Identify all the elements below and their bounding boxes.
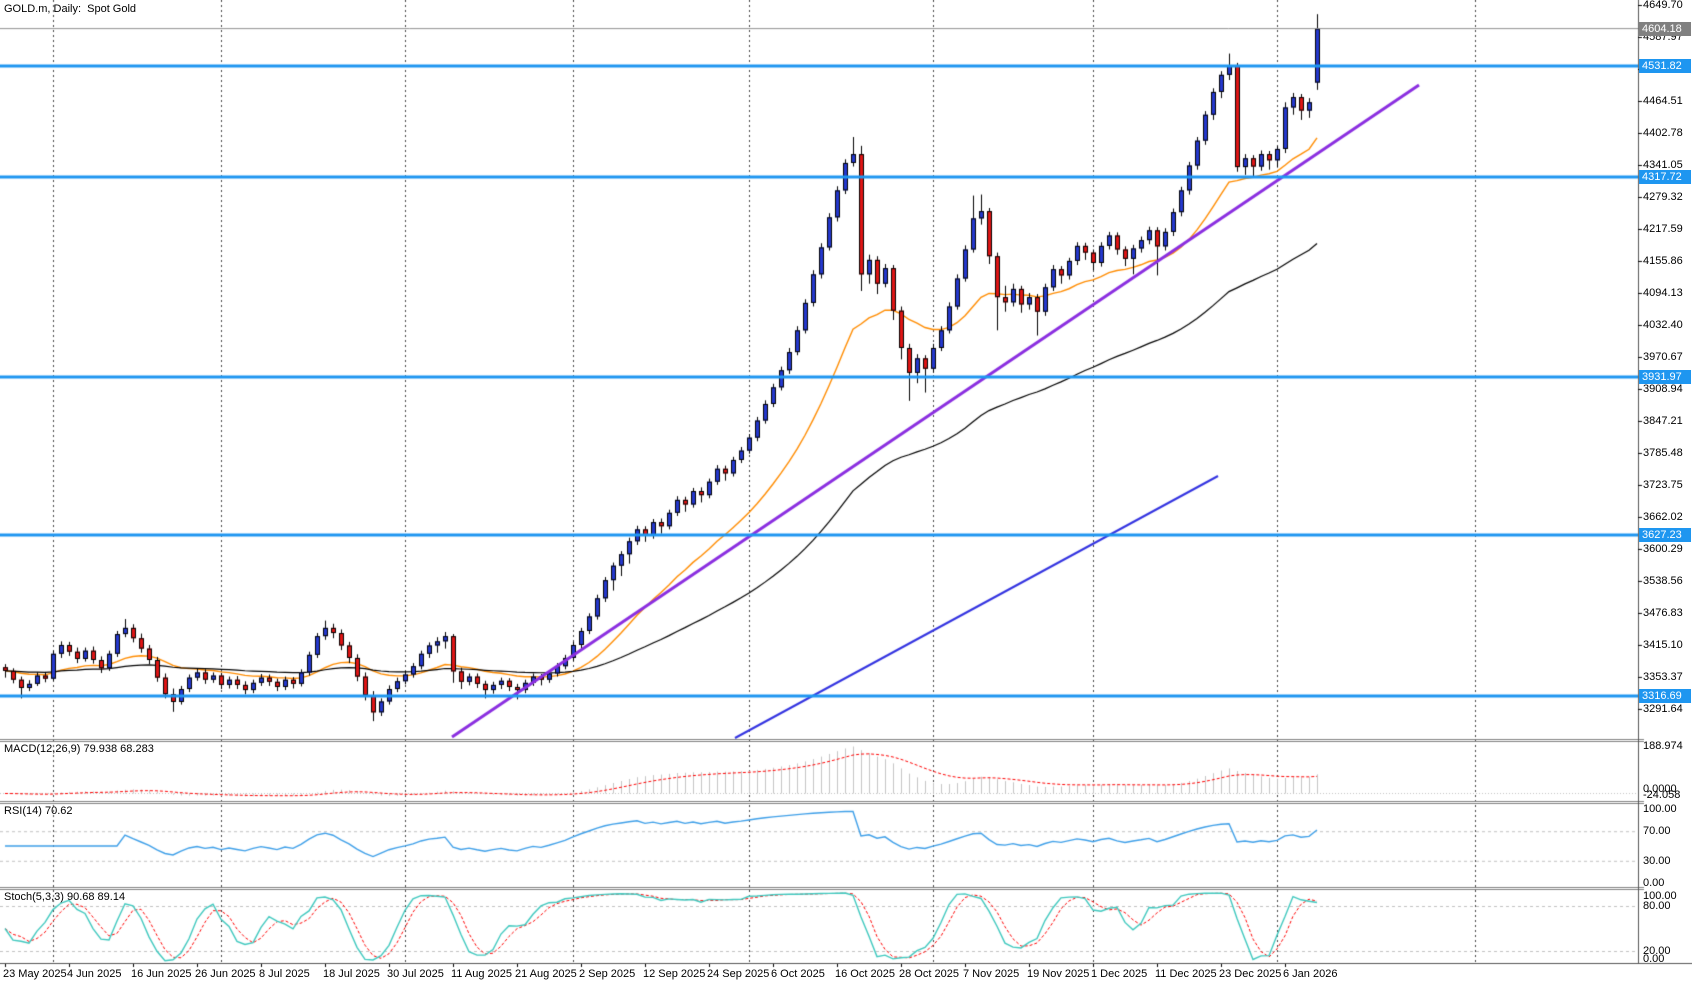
price-axis-label: 3847.21 bbox=[1643, 414, 1683, 427]
date-axis-label: 2 Sep 2025 bbox=[579, 968, 636, 980]
indicator-axis-label: 100.00 bbox=[1643, 890, 1677, 902]
price-axis-label: 3415.10 bbox=[1643, 638, 1683, 651]
date-axis-label: 16 Jun 2025 bbox=[131, 968, 192, 980]
symbol-title: GOLD.m, Daily: Spot Gold bbox=[4, 3, 137, 15]
date-axis-label: 24 Sep 2025 bbox=[707, 968, 770, 980]
indicator-axis-label: 0.00 bbox=[1643, 953, 1665, 965]
price-axis-label: 4279.32 bbox=[1643, 190, 1683, 203]
price-axis-label: 3538.56 bbox=[1643, 574, 1683, 587]
price-level-badge: 4531.82 bbox=[1639, 59, 1691, 74]
macd-indicator-label: MACD(12,26,9) 79.938 68.283 bbox=[4, 743, 154, 755]
price-axis-label: 3291.64 bbox=[1643, 702, 1683, 715]
date-axis-label: 1 Dec 2025 bbox=[1091, 968, 1148, 980]
price-axis-label: 4464.51 bbox=[1643, 94, 1683, 107]
price-axis-label: 4094.13 bbox=[1643, 286, 1683, 299]
date-axis-label: 28 Oct 2025 bbox=[899, 968, 959, 980]
date-axis-label: 19 Nov 2025 bbox=[1027, 968, 1090, 980]
indicator-axis-label: 20.00 bbox=[1643, 945, 1671, 957]
price-axis-label: 3476.83 bbox=[1643, 606, 1683, 619]
date-axis-label: 11 Aug 2025 bbox=[451, 968, 512, 980]
price-axis-label: 4032.40 bbox=[1643, 318, 1683, 331]
indicator-axis-label: 70.00 bbox=[1643, 825, 1671, 837]
price-level-badge: 3316.69 bbox=[1639, 688, 1691, 703]
date-axis-label: 26 Jun 2025 bbox=[195, 968, 256, 980]
price-axis-label: 3785.48 bbox=[1643, 446, 1683, 459]
price-axis-label: 4649.70 bbox=[1643, 0, 1683, 11]
price-axis-label: 4402.78 bbox=[1643, 126, 1683, 139]
date-axis-label: 23 Dec 2025 bbox=[1219, 968, 1282, 980]
price-axis-label: 4341.05 bbox=[1643, 158, 1683, 171]
date-axis-label: 18 Jul 2025 bbox=[323, 968, 380, 980]
price-axis-label: 3723.75 bbox=[1643, 478, 1683, 491]
price-axis-label: 3970.67 bbox=[1643, 350, 1683, 363]
date-axis-label: 11 Dec 2025 bbox=[1155, 968, 1217, 980]
date-axis-label: 12 Sep 2025 bbox=[643, 968, 706, 980]
date-axis-label: 8 Jul 2025 bbox=[259, 968, 310, 980]
date-axis-label: 21 Aug 2025 bbox=[515, 968, 577, 980]
date-axis-label: 6 Oct 2025 bbox=[771, 968, 825, 980]
date-axis-label: 7 Nov 2025 bbox=[963, 968, 1020, 980]
date-axis-label: 4 Jun 2025 bbox=[67, 968, 122, 980]
price-axis-label: 4217.59 bbox=[1643, 222, 1683, 235]
price-axis[interactable] bbox=[1638, 0, 1692, 964]
date-axis-label: 23 May 2025 bbox=[3, 968, 67, 980]
price-axis-label: 3600.29 bbox=[1643, 542, 1683, 555]
price-axis-label: 3662.02 bbox=[1643, 510, 1683, 523]
indicator-axis-label: 188.974 bbox=[1643, 740, 1683, 752]
date-axis[interactable] bbox=[0, 964, 1692, 986]
date-axis-label: 16 Oct 2025 bbox=[835, 968, 895, 980]
date-axis-label: 6 Jan 2026 bbox=[1283, 968, 1338, 980]
price-level-badge: 4317.72 bbox=[1639, 170, 1691, 185]
price-axis-label: 3353.37 bbox=[1643, 670, 1683, 683]
rsi-indicator-label: RSI(14) 70.62 bbox=[4, 805, 73, 817]
price-axis-label: 4155.86 bbox=[1643, 254, 1683, 267]
indicator-axis-label: 100.00 bbox=[1643, 803, 1677, 815]
indicator-axis-label: 80.00 bbox=[1643, 900, 1671, 912]
stoch-indicator-label: Stoch(5,3,3) 90.68 89.14 bbox=[4, 891, 126, 903]
price-level-badge: 3627.23 bbox=[1639, 527, 1691, 542]
indicator-axis-label: 0.00 bbox=[1643, 877, 1665, 889]
price-level-badge: 3931.97 bbox=[1639, 370, 1691, 385]
indicator-axis-label: 30.00 bbox=[1643, 855, 1671, 867]
date-axis-label: 30 Jul 2025 bbox=[387, 968, 444, 980]
indicator-axis-label: 0.0000 bbox=[1643, 783, 1677, 795]
price-axis-label: 3908.94 bbox=[1643, 382, 1683, 395]
indicator-axis-label: -24.058 bbox=[1643, 789, 1681, 801]
current-price-badge: 4604.18 bbox=[1639, 21, 1691, 36]
